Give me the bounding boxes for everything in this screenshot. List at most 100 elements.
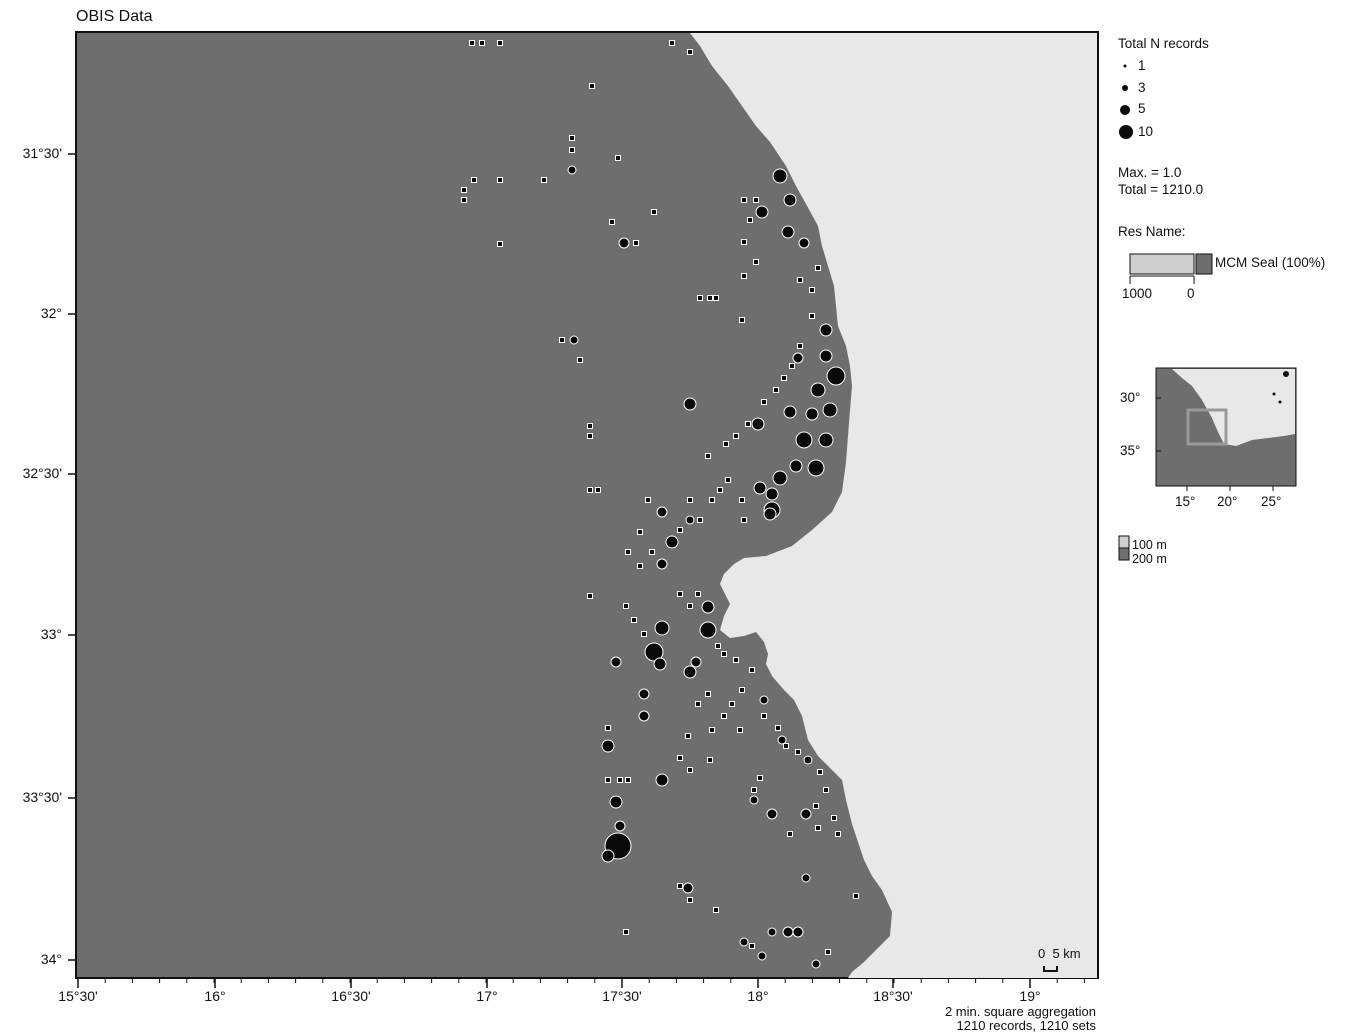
record-marker-small xyxy=(677,527,683,533)
record-marker xyxy=(601,849,615,863)
record-marker-small xyxy=(705,691,711,697)
inset-lat-30: 30° xyxy=(1120,390,1141,405)
record-marker xyxy=(610,656,622,668)
record-marker-small xyxy=(823,787,829,793)
record-marker-small xyxy=(685,733,691,739)
lon-label-18-30: 18°30' xyxy=(873,988,913,1004)
record-marker xyxy=(783,193,797,207)
record-marker xyxy=(638,710,650,722)
lon-label-18: 18° xyxy=(747,988,769,1004)
record-marker-small xyxy=(705,453,711,459)
inset-lat-35: 35° xyxy=(1120,443,1141,458)
inset-lon-15: 15° xyxy=(1175,494,1196,509)
record-marker-small xyxy=(713,907,719,913)
depth-legend-200: 200 m xyxy=(1132,552,1167,566)
record-marker-small xyxy=(721,713,727,719)
record-marker-small xyxy=(569,147,575,153)
record-marker-small xyxy=(753,259,759,265)
record-marker-small xyxy=(641,631,647,637)
record-marker xyxy=(683,397,697,411)
record-marker-small xyxy=(781,375,787,381)
lat-label-32: 32° xyxy=(40,305,62,321)
size-legend-symbols xyxy=(1119,64,1133,139)
record-marker xyxy=(792,352,804,364)
record-marker-small xyxy=(815,825,821,831)
record-marker xyxy=(653,657,667,671)
record-marker-small xyxy=(541,177,547,183)
record-marker xyxy=(767,927,777,937)
record-marker xyxy=(601,739,615,753)
records-layer xyxy=(461,40,859,969)
inset-lon-25: 25° xyxy=(1261,494,1282,509)
lon-label-19: 19° xyxy=(1019,988,1041,1004)
record-marker-small xyxy=(677,591,683,597)
record-marker-small xyxy=(789,363,795,369)
record-marker-small xyxy=(687,767,693,773)
res-bar-swatch xyxy=(1195,253,1213,275)
record-marker-small xyxy=(817,769,823,775)
lat-label-32-30: 32°30' xyxy=(22,465,62,481)
scale-bar xyxy=(1043,966,1058,972)
record-marker xyxy=(766,808,778,820)
record-marker xyxy=(772,168,788,184)
record-marker xyxy=(798,237,810,249)
record-marker xyxy=(701,600,715,614)
record-marker xyxy=(763,507,777,521)
record-marker-small xyxy=(625,549,631,555)
record-marker xyxy=(690,656,702,668)
size-legend-title: Total N records xyxy=(1118,36,1209,51)
record-marker-small xyxy=(695,701,701,707)
footer-aggregation: 2 min. square aggregation xyxy=(944,1004,1096,1019)
record-marker-small xyxy=(623,929,629,935)
record-marker-small xyxy=(761,399,767,405)
record-marker-small xyxy=(739,687,745,693)
record-marker-small xyxy=(775,725,781,731)
record-marker xyxy=(683,665,697,679)
record-marker-small xyxy=(853,893,859,899)
record-marker-small xyxy=(713,295,719,301)
record-marker xyxy=(783,405,797,419)
record-marker xyxy=(614,820,626,832)
record-marker-small xyxy=(753,197,759,203)
record-marker-small xyxy=(695,591,701,597)
record-marker-small xyxy=(795,749,801,755)
record-marker-small xyxy=(741,239,747,245)
record-marker-small xyxy=(741,273,747,279)
record-marker-small xyxy=(745,421,751,427)
record-marker-small xyxy=(747,217,753,223)
lat-label-33: 33° xyxy=(40,626,62,642)
record-marker-small xyxy=(739,497,745,503)
record-marker-small xyxy=(697,295,703,301)
res-bar-scale-left: 1000 xyxy=(1122,286,1153,301)
record-marker xyxy=(685,515,695,525)
record-marker-small xyxy=(559,337,565,343)
size-legend-label-5: 5 xyxy=(1138,101,1146,116)
record-marker xyxy=(826,366,846,386)
record-marker-small xyxy=(783,743,789,749)
record-marker-small xyxy=(739,317,745,323)
lat-label-33-30: 33°30' xyxy=(22,789,62,805)
record-marker-small xyxy=(737,727,743,733)
record-marker-small xyxy=(687,497,693,503)
record-marker-small xyxy=(605,777,611,783)
record-marker-small xyxy=(609,219,615,225)
record-marker xyxy=(811,959,821,969)
record-marker-small xyxy=(469,40,475,46)
record-marker xyxy=(656,506,668,518)
legend-max: Max. = 1.0 xyxy=(1118,165,1182,180)
record-marker xyxy=(807,459,825,477)
record-marker xyxy=(765,487,779,501)
record-marker-small xyxy=(709,497,715,503)
lat-label-34: 34° xyxy=(40,951,62,967)
record-marker-small xyxy=(687,603,693,609)
record-marker-small xyxy=(749,667,755,673)
record-marker-small xyxy=(697,517,703,523)
record-marker xyxy=(755,205,769,219)
record-marker-small xyxy=(725,477,731,483)
record-marker-small xyxy=(721,651,727,657)
record-marker xyxy=(753,481,767,495)
record-marker-small xyxy=(733,433,739,439)
record-marker-small xyxy=(637,529,643,535)
record-marker-small xyxy=(589,83,595,89)
